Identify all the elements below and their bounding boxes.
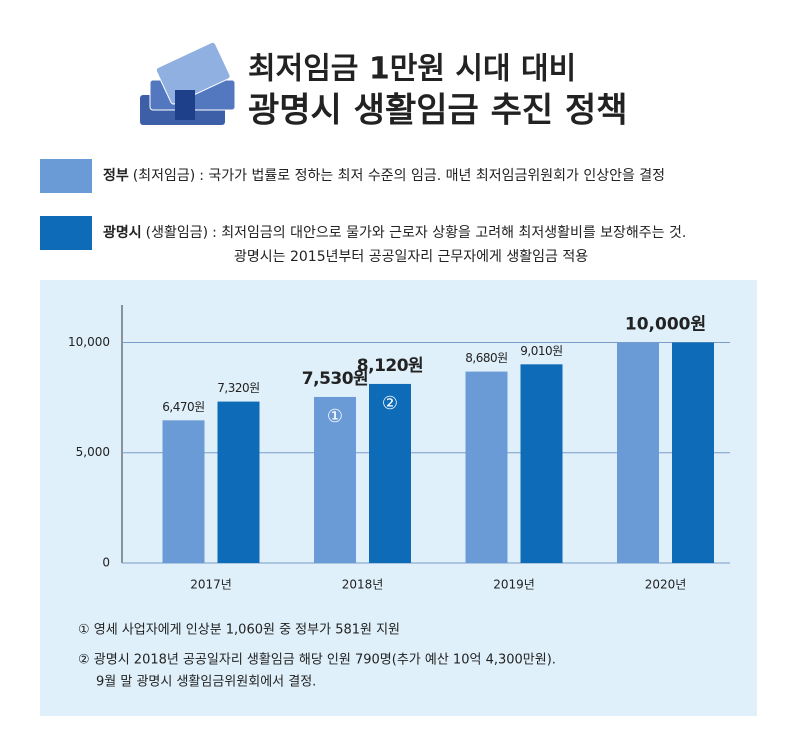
title: 최저임금 1만원 시대 대비 (248, 52, 576, 87)
value-label: 8,680원 (465, 351, 507, 365)
bar (162, 420, 205, 563)
value-label: 9,010원 (520, 344, 562, 358)
x-tick-label: 2019년 (493, 578, 535, 592)
y-tick-label: 10,000 (68, 335, 110, 349)
group-label: 10,000원 (625, 314, 706, 334)
legend-subname: (최저임금) (133, 168, 195, 184)
bar (520, 364, 563, 563)
bar (314, 396, 356, 563)
title: 광명시 생활임금 추진 정책 (248, 91, 628, 131)
footnote: ② 광명시 2018년 공공일자리 생활임금 해당 인원 790명(추가 예산 … (78, 653, 556, 668)
footnote: 9월 말 광명시 생활임금위원회에서 결정. (96, 675, 316, 690)
bar (617, 342, 659, 563)
legend-name: 광명시 (103, 224, 142, 241)
x-tick-label: 2018년 (342, 578, 384, 592)
legend-description: 광명시는 2015년부터 공공일자리 근무자에게 생활임금 적용 (234, 249, 588, 265)
footnote: ① 영세 사업자에게 인상분 1,060원 중 정부가 581원 지원 (78, 623, 400, 638)
legend-label: 광명시 (생활임금): 최저임금의 대안으로 물가와 근로자 상황을 고려해 최저… (103, 224, 686, 241)
value-label: 6,470원 (162, 400, 204, 414)
value-label: 7,530원 (302, 369, 368, 389)
bar-marker: ① (327, 406, 343, 427)
legend-description: : 국가가 법률로 정하는 최저 수준의 임금. 매년 최저임금위원회가 인상안… (199, 168, 665, 184)
legend-description: : 최저임금의 대안으로 물가와 근로자 상황을 고려해 최저생활비를 보장해주… (212, 225, 686, 241)
bar (369, 383, 411, 563)
x-tick-label: 2020년 (645, 578, 687, 592)
y-tick-label: 0 (102, 556, 110, 570)
y-tick-label: 5,000 (76, 445, 110, 459)
legend-subname: (생활임금) (146, 225, 208, 241)
value-label: 7,320원 (217, 381, 259, 395)
legend-label: 정부 (최저임금): 국가가 법률로 정하는 최저 수준의 임금. 매년 최저임금… (103, 167, 665, 184)
x-tick-label: 2017년 (190, 578, 232, 592)
value-label: 8,120원 (357, 356, 423, 376)
bar (465, 371, 508, 563)
bar-marker: ② (382, 393, 398, 414)
legend-swatch (40, 216, 92, 250)
legend-swatch (40, 159, 92, 193)
legend-name: 정부 (103, 167, 129, 184)
money-icon (140, 41, 236, 125)
bar (217, 401, 260, 563)
bar (672, 342, 714, 563)
